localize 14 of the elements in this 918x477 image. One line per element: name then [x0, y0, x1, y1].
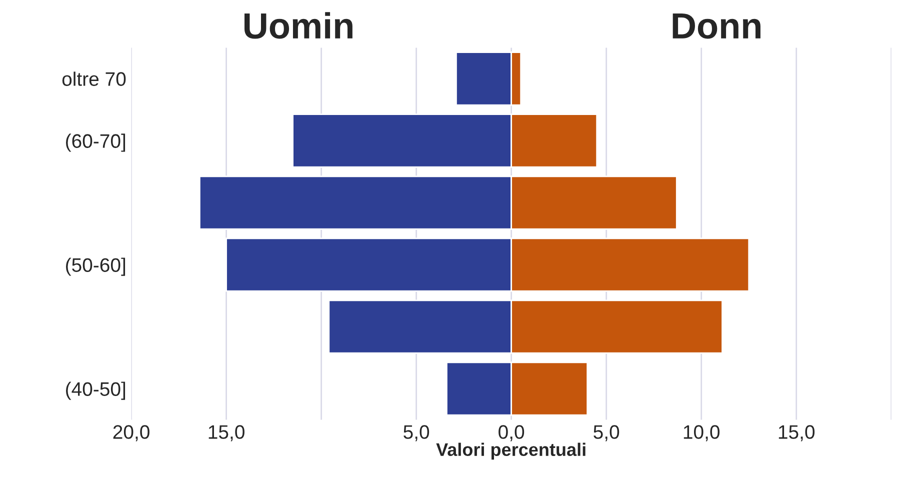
x-tick-label: 5,0: [594, 425, 620, 442]
text: Donn: [672, 14, 760, 39]
x-tick-label: 0,0: [498, 425, 524, 442]
x-tick-label: 5,0: [404, 425, 430, 442]
text: Uomin: [244, 12, 352, 39]
y-tick-label: (60-70]: [66, 134, 126, 152]
x-tick-label: 10,0: [684, 425, 720, 442]
x-tick-label: 15,0: [778, 425, 815, 442]
x-tick-label: 15,0: [208, 425, 244, 442]
y-tick-label: (40-50]: [66, 382, 126, 400]
x-axis-title: Valori percentuali: [436, 442, 586, 460]
y-tick-label: oltre 70: [62, 72, 126, 86]
x-tick-label: 20,0: [113, 425, 150, 442]
y-tick-label: (50-60]: [66, 258, 126, 276]
